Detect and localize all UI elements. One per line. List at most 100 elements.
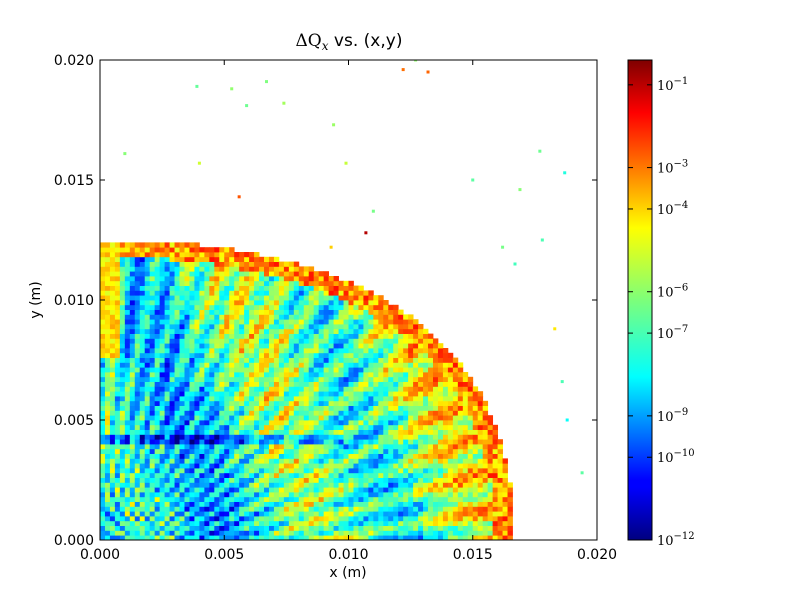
heatmap-cell <box>239 252 245 258</box>
heatmap-cell <box>457 525 464 531</box>
heatmap-cell <box>298 468 305 474</box>
heatmap-cell <box>214 429 220 435</box>
heatmap-cell <box>100 472 106 478</box>
heatmap-cell <box>452 453 459 459</box>
heatmap-cell <box>229 453 235 459</box>
heatmap-cell <box>209 482 215 488</box>
heatmap-cell <box>353 463 359 469</box>
heatmap-cell <box>239 434 245 440</box>
heatmap-cell <box>313 458 320 464</box>
heatmap-cell <box>254 472 260 478</box>
heatmap-cell <box>398 343 404 349</box>
heatmap-cell <box>373 381 379 387</box>
heatmap-cell <box>308 376 315 382</box>
heatmap-cell <box>278 304 285 310</box>
heatmap-cell <box>423 511 429 517</box>
heatmap-cell <box>159 276 166 282</box>
heatmap-cell <box>452 496 459 502</box>
heatmap-cell <box>100 477 106 483</box>
heatmap-cell <box>318 516 325 522</box>
heatmap-cell <box>124 352 131 358</box>
heatmap-cell <box>318 338 325 344</box>
heatmap-cell <box>333 285 339 291</box>
heatmap-cell <box>413 453 419 459</box>
heatmap-cell <box>278 516 285 522</box>
heatmap-cell <box>254 343 260 349</box>
heatmap-cell <box>467 448 474 454</box>
heatmap-cell <box>224 386 230 392</box>
heatmap-cell <box>104 338 111 344</box>
heatmap-cell <box>268 391 275 397</box>
heatmap-cell <box>333 372 339 378</box>
heatmap-cell <box>124 472 131 478</box>
heatmap-cell <box>482 520 489 526</box>
heatmap-cell <box>124 357 131 363</box>
heatmap-cell <box>363 516 369 522</box>
heatmap-cell <box>353 333 359 339</box>
heatmap-cell <box>134 280 141 286</box>
heatmap-cell <box>298 290 305 296</box>
heatmap-cell <box>293 535 300 540</box>
heatmap-cell <box>338 472 344 478</box>
heatmap-cell <box>264 516 270 522</box>
heatmap-cell <box>159 338 166 344</box>
heatmap-cell <box>139 343 146 349</box>
heatmap-cell <box>139 271 146 277</box>
heatmap-cell <box>472 434 479 440</box>
heatmap-cell <box>388 501 394 507</box>
heatmap-cell <box>229 511 235 517</box>
heatmap-cell <box>378 511 384 517</box>
heatmap-cell <box>239 324 245 330</box>
heatmap-cell <box>318 391 325 397</box>
heatmap-cell <box>129 410 136 416</box>
heatmap-cell <box>129 319 136 325</box>
heatmap-cell <box>333 376 339 382</box>
heatmap-cell <box>129 525 136 531</box>
heatmap-cell <box>328 520 334 526</box>
heatmap-cell <box>313 405 320 411</box>
heatmap-cell <box>179 285 185 291</box>
heatmap-cell <box>273 391 280 397</box>
heatmap-cell <box>114 276 121 282</box>
heatmap-cell <box>293 348 300 354</box>
heatmap-cell <box>184 463 190 469</box>
heatmap-cell <box>288 372 295 378</box>
heatmap-cell <box>462 535 469 540</box>
heatmap-cell <box>363 376 369 382</box>
heatmap-cell <box>378 468 384 474</box>
heatmap-cell <box>129 429 136 435</box>
heatmap-cell <box>303 328 310 334</box>
heatmap-cell <box>219 333 225 339</box>
heatmap-cell <box>363 391 369 397</box>
heatmap-cell <box>184 511 190 517</box>
heatmap-cell <box>159 376 166 382</box>
heatmap-cell <box>408 530 414 536</box>
heatmap-cell <box>119 420 126 426</box>
heatmap-cell <box>333 520 339 526</box>
heatmap-cell <box>313 400 320 406</box>
heatmap-cell <box>184 300 190 306</box>
heatmap-cell <box>164 300 170 306</box>
heatmap-cell <box>318 458 325 464</box>
heatmap-cell <box>114 381 121 387</box>
heatmap-cell <box>383 400 389 406</box>
heatmap-cell <box>159 266 166 272</box>
heatmap-cell <box>174 319 180 325</box>
heatmap-cell <box>283 328 290 334</box>
heatmap-cell <box>114 501 121 507</box>
heatmap-cell <box>264 309 270 315</box>
heatmap-cell <box>194 520 200 526</box>
heatmap-cell <box>259 367 265 373</box>
heatmap-cell <box>184 424 190 430</box>
heatmap-cell <box>288 424 295 430</box>
heatmap-cell <box>104 434 111 440</box>
heatmap-cell <box>358 391 364 397</box>
heatmap-cell <box>467 429 474 435</box>
heatmap-cell <box>278 348 285 354</box>
heatmap-cell <box>368 501 374 507</box>
heatmap-cell <box>134 487 141 493</box>
heatmap-cell <box>159 348 166 354</box>
heatmap-cell <box>249 482 255 488</box>
heatmap-cell <box>378 472 384 478</box>
heatmap-cell <box>308 381 315 387</box>
